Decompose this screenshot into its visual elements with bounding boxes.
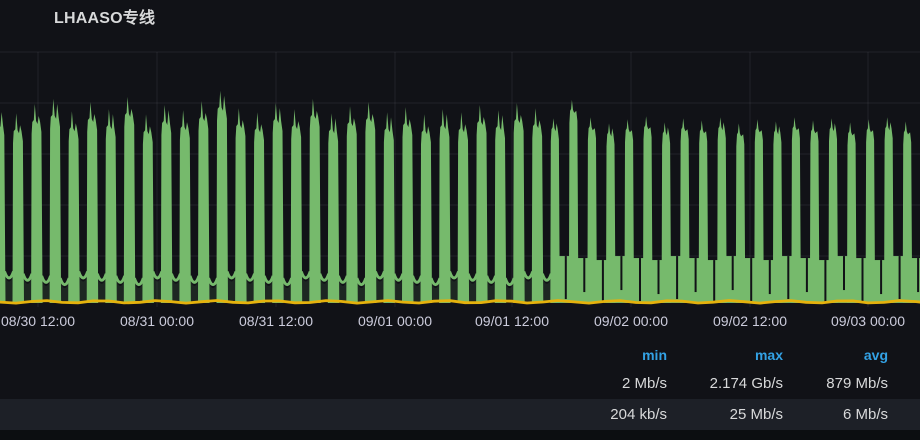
x-axis-label: 09/02 00:00 bbox=[594, 313, 668, 329]
traffic-chart[interactable]: 08/30 12:00 08/31 00:00 08/31 12:00 09/01 0… bbox=[0, 0, 920, 338]
stat-min-value: 204 kb/s bbox=[610, 406, 667, 423]
panel-bottom-strip bbox=[0, 430, 920, 440]
legend-table: min max avg 2 Mb/s 2.174 Gb/s 879 Mb/s 2… bbox=[0, 342, 920, 440]
x-axis-label: 09/02 12:00 bbox=[713, 313, 787, 329]
stat-avg-value: 6 Mb/s bbox=[842, 406, 888, 423]
x-axis-label: 08/31 00:00 bbox=[120, 313, 194, 329]
stat-min-value: 2 Mb/s bbox=[621, 375, 667, 392]
legend-header-max[interactable]: max bbox=[754, 347, 783, 363]
legend-row-series-yellow: 204 kb/s 25 Mb/s 6 Mb/s bbox=[0, 399, 920, 430]
x-axis-label: 08/31 12:00 bbox=[239, 313, 313, 329]
stat-avg-value: 879 Mb/s bbox=[826, 375, 888, 392]
x-axis: 08/30 12:00 08/31 00:00 08/31 12:00 09/01 0… bbox=[0, 313, 920, 333]
stat-max-value: 25 Mb/s bbox=[729, 406, 783, 423]
legend-header-min[interactable]: min bbox=[642, 347, 667, 363]
x-axis-label: 09/03 00:00 bbox=[831, 313, 905, 329]
legend-header-avg[interactable]: avg bbox=[863, 347, 888, 363]
x-axis-label: 08/30 12:00 bbox=[1, 313, 75, 329]
x-axis-label: 09/01 00:00 bbox=[358, 313, 432, 329]
panel-title[interactable]: LHAASO专线 bbox=[54, 10, 156, 27]
x-axis-label: 09/01 12:00 bbox=[475, 313, 549, 329]
legend-header-row: min max avg bbox=[0, 342, 920, 368]
stat-max-value: 2.174 Gb/s bbox=[709, 375, 783, 392]
legend-row-series-green: 2 Mb/s 2.174 Gb/s 879 Mb/s bbox=[0, 368, 920, 399]
traffic-chart-svg bbox=[0, 51, 920, 307]
